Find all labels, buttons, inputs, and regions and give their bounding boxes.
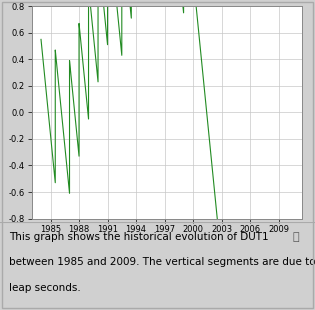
Text: leap seconds.: leap seconds. bbox=[9, 283, 81, 294]
Text: ⎕: ⎕ bbox=[293, 232, 300, 242]
Text: This graph shows the historical evolution of DUT1: This graph shows the historical evolutio… bbox=[9, 232, 269, 242]
Text: between 1985 and 2009. The vertical segments are due to: between 1985 and 2009. The vertical segm… bbox=[9, 257, 315, 267]
